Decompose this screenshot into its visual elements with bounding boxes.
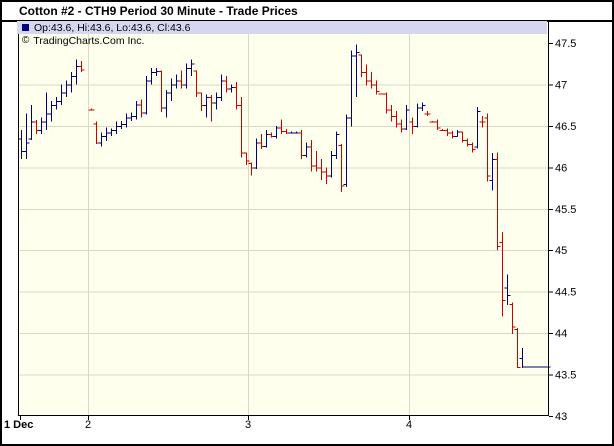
ohlc-bar (499, 231, 506, 317)
y-tick-label: 46.5 (555, 121, 576, 133)
ohlc-bar (353, 44, 360, 97)
ohlc-bar (419, 102, 426, 111)
ohlc-bar (188, 59, 195, 77)
ohlc-bar (78, 61, 85, 73)
ohlc-bar (23, 113, 30, 160)
price-bars (18, 44, 551, 369)
ohlc-bar (434, 119, 441, 131)
copyright-icon: © (22, 34, 30, 46)
copyright-label: TradingCharts.Com Inc. (33, 34, 145, 47)
ohlc-bar (494, 152, 501, 251)
series-swatch-icon (22, 24, 29, 31)
x-tick-label: 2 (85, 419, 91, 431)
y-tick-label: 44 (555, 328, 567, 340)
ohlc-bar (514, 328, 521, 369)
y-tick-label: 47.5 (555, 38, 576, 50)
ohlc-bar (333, 131, 340, 160)
ohlc-bar (504, 274, 511, 305)
x-tick-label: 3 (245, 419, 251, 431)
y-tick-label: 43 (555, 411, 567, 423)
copyright-line: © TradingCharts.Com Inc. (17, 34, 317, 47)
ohlc-bar (373, 80, 380, 95)
ohlc-legend: Op:43.6, Hi:43.6, Lo:43.6, Cl:43.6 (17, 21, 547, 34)
ohlc-bar (469, 142, 476, 153)
ohlc-bar (509, 302, 516, 334)
plot-area (18, 20, 549, 416)
y-tick-label: 45 (555, 245, 567, 257)
x-tick-label: 1 Dec (4, 419, 33, 431)
ohlc-bar (243, 152, 250, 165)
y-tick-label: 46 (555, 162, 567, 174)
y-tick-label: 44.5 (555, 287, 576, 299)
ohlc-bar (403, 105, 410, 131)
y-tick-label: 47 (555, 79, 567, 91)
ohlc-legend-label: Op:43.6, Hi:43.6, Lo:43.6, Cl:43.6 (34, 21, 191, 34)
ohlc-bar (338, 144, 345, 193)
ohlc-bar (479, 115, 486, 128)
ohlc-bar (484, 113, 491, 182)
ohlc-bar (424, 110, 431, 116)
y-tick-label: 45.5 (555, 204, 576, 216)
ohlc-bar (88, 108, 95, 111)
y-tick-label: 43.5 (555, 370, 576, 382)
x-axis: 1 Dec 2 3 4 (4, 416, 412, 431)
page-title: Cotton #2 - CTH9 Period 30 Minute - Trad… (2, 2, 612, 22)
ohlc-bar (474, 106, 481, 149)
x-tick-label: 4 (406, 419, 412, 431)
y-axis: 47.5 47 46.5 46 45.5 45 44.5 44 43.5 43 (549, 38, 576, 423)
